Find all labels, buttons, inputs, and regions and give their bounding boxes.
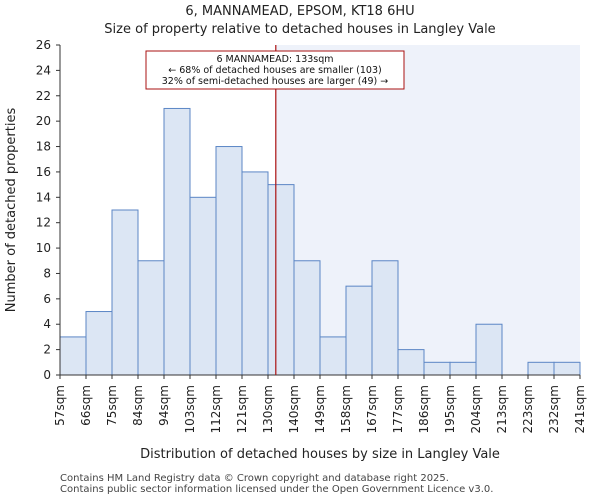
x-tick-label-223sqm: 223sqm [521,385,535,433]
y-tick-label-10: 10 [36,241,51,255]
bar-112sqm [215,146,243,376]
y-tick-label-14: 14 [36,190,51,204]
annotation-smaller: ← 68% of detached houses are smaller (10… [168,65,381,76]
y-tick-label-6: 6 [43,292,51,306]
bar-204sqm [475,323,503,376]
bar-167sqm [371,260,399,376]
bar-57sqm [59,336,87,376]
y-tick-label-24: 24 [36,63,51,77]
bar-177sqm [397,349,425,376]
y-tick-label-22: 22 [36,89,51,103]
bar-94sqm [163,107,191,376]
chart-title: 6, MANNAMEAD, EPSOM, KT18 6HU [185,4,415,19]
y-tick-label-18: 18 [36,140,51,154]
larger-region-highlight [275,45,580,375]
bar-223sqm [527,361,555,376]
y-axis-label: Number of detached properties [4,108,19,313]
y-tick-label-2: 2 [43,343,51,357]
footer-copyright: Contains HM Land Registry data © Crown c… [60,473,449,484]
bar-195sqm [449,361,477,376]
x-tick-label-177sqm: 177sqm [391,385,405,433]
x-tick-label-103sqm: 103sqm [183,385,197,433]
x-tick-label-94sqm: 94sqm [157,385,171,426]
x-tick-label-213sqm: 213sqm [495,385,509,433]
bar-158sqm [345,285,373,376]
x-tick-label-204sqm: 204sqm [469,385,483,433]
bar-75sqm [111,209,139,376]
x-tick-label-140sqm: 140sqm [287,385,301,433]
annotation-box [145,50,405,90]
x-tick-label-241sqm: 241sqm [573,385,587,433]
x-tick-label-195sqm: 195sqm [443,385,457,433]
bar-186sqm [423,361,451,376]
x-tick-label-57sqm: 57sqm [53,385,67,426]
bar-121sqm [241,171,269,376]
y-tick-label-12: 12 [36,216,51,230]
y-tick-label-16: 16 [36,165,51,179]
y-tick-label-8: 8 [43,266,51,280]
bar-232sqm [553,361,581,376]
y-tick-label-26: 26 [36,38,51,52]
chart-subtitle: Size of property relative to detached ho… [104,22,496,37]
footer-licence: Contains public sector information licen… [60,484,494,495]
x-tick-label-167sqm: 167sqm [365,385,379,433]
x-tick-label-112sqm: 112sqm [209,385,223,433]
bar-140sqm [293,260,321,376]
x-tick-label-84sqm: 84sqm [131,385,145,426]
annotation-title: 6 MANNAMEAD: 133sqm [216,54,333,65]
x-tick-label-121sqm: 121sqm [235,385,249,433]
y-tick-label-0: 0 [43,368,51,382]
bar-130sqm [267,184,295,376]
annotation-larger: 32% of semi-detached houses are larger (… [162,76,389,87]
bar-66sqm [85,311,113,376]
x-tick-label-186sqm: 186sqm [417,385,431,433]
y-tick-label-4: 4 [43,317,51,331]
x-tick-label-130sqm: 130sqm [261,385,275,433]
y-tick-label-20: 20 [36,114,51,128]
x-axis-label: Distribution of detached houses by size … [140,447,500,462]
x-tick-label-149sqm: 149sqm [313,385,327,433]
bar-103sqm [189,196,217,376]
x-tick-label-66sqm: 66sqm [79,385,93,426]
x-tick-label-232sqm: 232sqm [547,385,561,433]
x-tick-label-158sqm: 158sqm [339,385,353,433]
bar-84sqm [137,260,165,376]
x-tick-label-75sqm: 75sqm [105,385,119,426]
bar-149sqm [319,336,347,376]
